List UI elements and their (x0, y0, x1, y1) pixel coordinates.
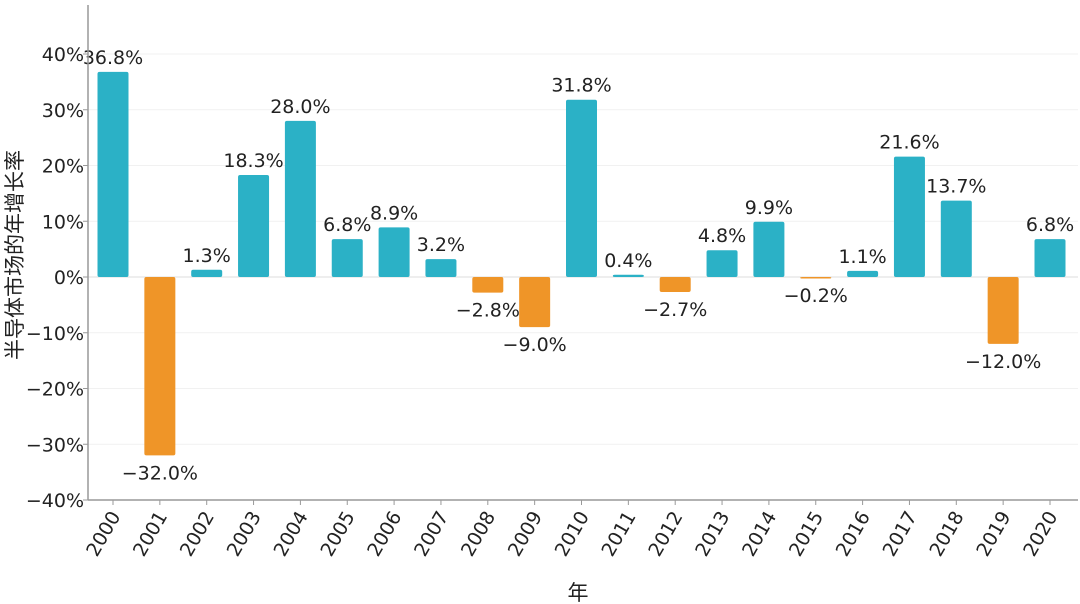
x-tick-label: 2018 (925, 508, 968, 561)
bar-2014 (753, 221, 785, 277)
x-tick-label: 2015 (785, 508, 828, 561)
bar-2009 (519, 277, 551, 328)
bar-2007 (425, 259, 457, 277)
x-tick-label: 2005 (316, 508, 359, 561)
x-axis-ticks: 2000 2001 2002 2003 2004 2005 2006 2007 2008 2009… (82, 500, 1062, 560)
x-tick-label: 2020 (1019, 508, 1062, 561)
data-label-2011: 0.4% (604, 250, 652, 272)
x-tick-label: 2003 (223, 508, 266, 561)
bar-2003 (238, 174, 270, 277)
data-label-2014: 9.9% (745, 197, 793, 219)
data-label-2017: 21.6% (879, 132, 939, 154)
data-label-2015: −0.2% (784, 285, 848, 307)
bar-2004 (284, 120, 316, 278)
y-tick-label: −10% (26, 323, 84, 345)
x-tick-label: 2011 (597, 508, 640, 561)
x-tick-label: 2000 (82, 508, 125, 561)
data-label-2012: −2.7% (643, 299, 707, 321)
x-tick-label: 2016 (832, 508, 875, 561)
data-label-2006: 8.9% (370, 202, 418, 224)
data-label-2007: 3.2% (417, 234, 465, 256)
x-tick-label: 2008 (457, 508, 500, 561)
x-tick-label: 2006 (363, 508, 406, 561)
data-label-2016: 1.1% (838, 246, 886, 268)
x-tick-label: 2010 (551, 508, 594, 561)
bar-2013 (706, 250, 738, 277)
y-tick-label: 20% (42, 156, 84, 178)
bar-2002 (191, 269, 223, 277)
data-label-2003: 18.3% (223, 150, 283, 172)
bar-2011 (612, 274, 644, 277)
y-axis-label: 半导体市场的年增长率 (3, 150, 27, 360)
bar-2005 (331, 239, 363, 277)
data-label-2019: −12.0% (965, 351, 1041, 373)
data-label-2005: 6.8% (323, 214, 371, 236)
data-label-2009: −9.0% (503, 334, 567, 356)
bar-2016 (847, 270, 879, 277)
data-label-2018: 13.7% (926, 176, 986, 198)
data-label-2020: 6.8% (1026, 214, 1074, 236)
bar-2015 (800, 277, 832, 279)
y-tick-label: 0% (54, 267, 84, 289)
y-tick-label: −40% (26, 490, 84, 512)
x-tick-label: 2001 (129, 508, 172, 561)
x-tick-label: 2004 (269, 508, 312, 561)
x-tick-label: 2017 (879, 508, 922, 561)
bar-2001 (144, 277, 176, 456)
y-tick-label: −20% (26, 379, 84, 401)
data-label-2004: 28.0% (270, 96, 330, 118)
bar-2012 (659, 277, 691, 293)
data-label-2013: 4.8% (698, 225, 746, 247)
x-tick-label: 2007 (410, 508, 453, 561)
bar-2020 (1034, 239, 1066, 277)
x-axis-label: 年 (568, 581, 589, 604)
x-tick-label: 2014 (738, 508, 781, 561)
data-label-2001: −32.0% (122, 462, 198, 484)
bar-2018 (940, 200, 972, 277)
data-label-2010: 31.8% (551, 75, 611, 97)
data-labels: 36.8%−32.0%1.3%18.3%28.0%6.8%8.9%3.2%−2.… (83, 47, 1074, 485)
bar-2000 (97, 71, 129, 277)
y-tick-label: 30% (42, 100, 84, 122)
bars (97, 71, 1066, 456)
data-label-2008: −2.8% (456, 300, 520, 322)
y-tick-label: 40% (42, 44, 84, 66)
x-tick-label: 2019 (972, 508, 1015, 561)
x-tick-label: 2013 (691, 508, 734, 561)
bar-2010 (566, 99, 597, 277)
x-tick-label: 2002 (176, 508, 219, 561)
x-tick-label: 2012 (644, 508, 687, 561)
bar-2008 (472, 277, 504, 293)
bar-2019 (987, 277, 1019, 344)
bar-2017 (893, 156, 925, 277)
y-axis-ticks: 40% 30% 20% 10% 0% −10% −20% −30% −40% (26, 44, 88, 512)
data-label-2002: 1.3% (183, 245, 231, 267)
y-tick-label: 10% (42, 211, 84, 233)
x-tick-label: 2009 (504, 508, 547, 561)
data-label-2000: 36.8% (83, 47, 143, 69)
bar-2006 (378, 227, 410, 277)
y-tick-label: −30% (26, 434, 84, 456)
